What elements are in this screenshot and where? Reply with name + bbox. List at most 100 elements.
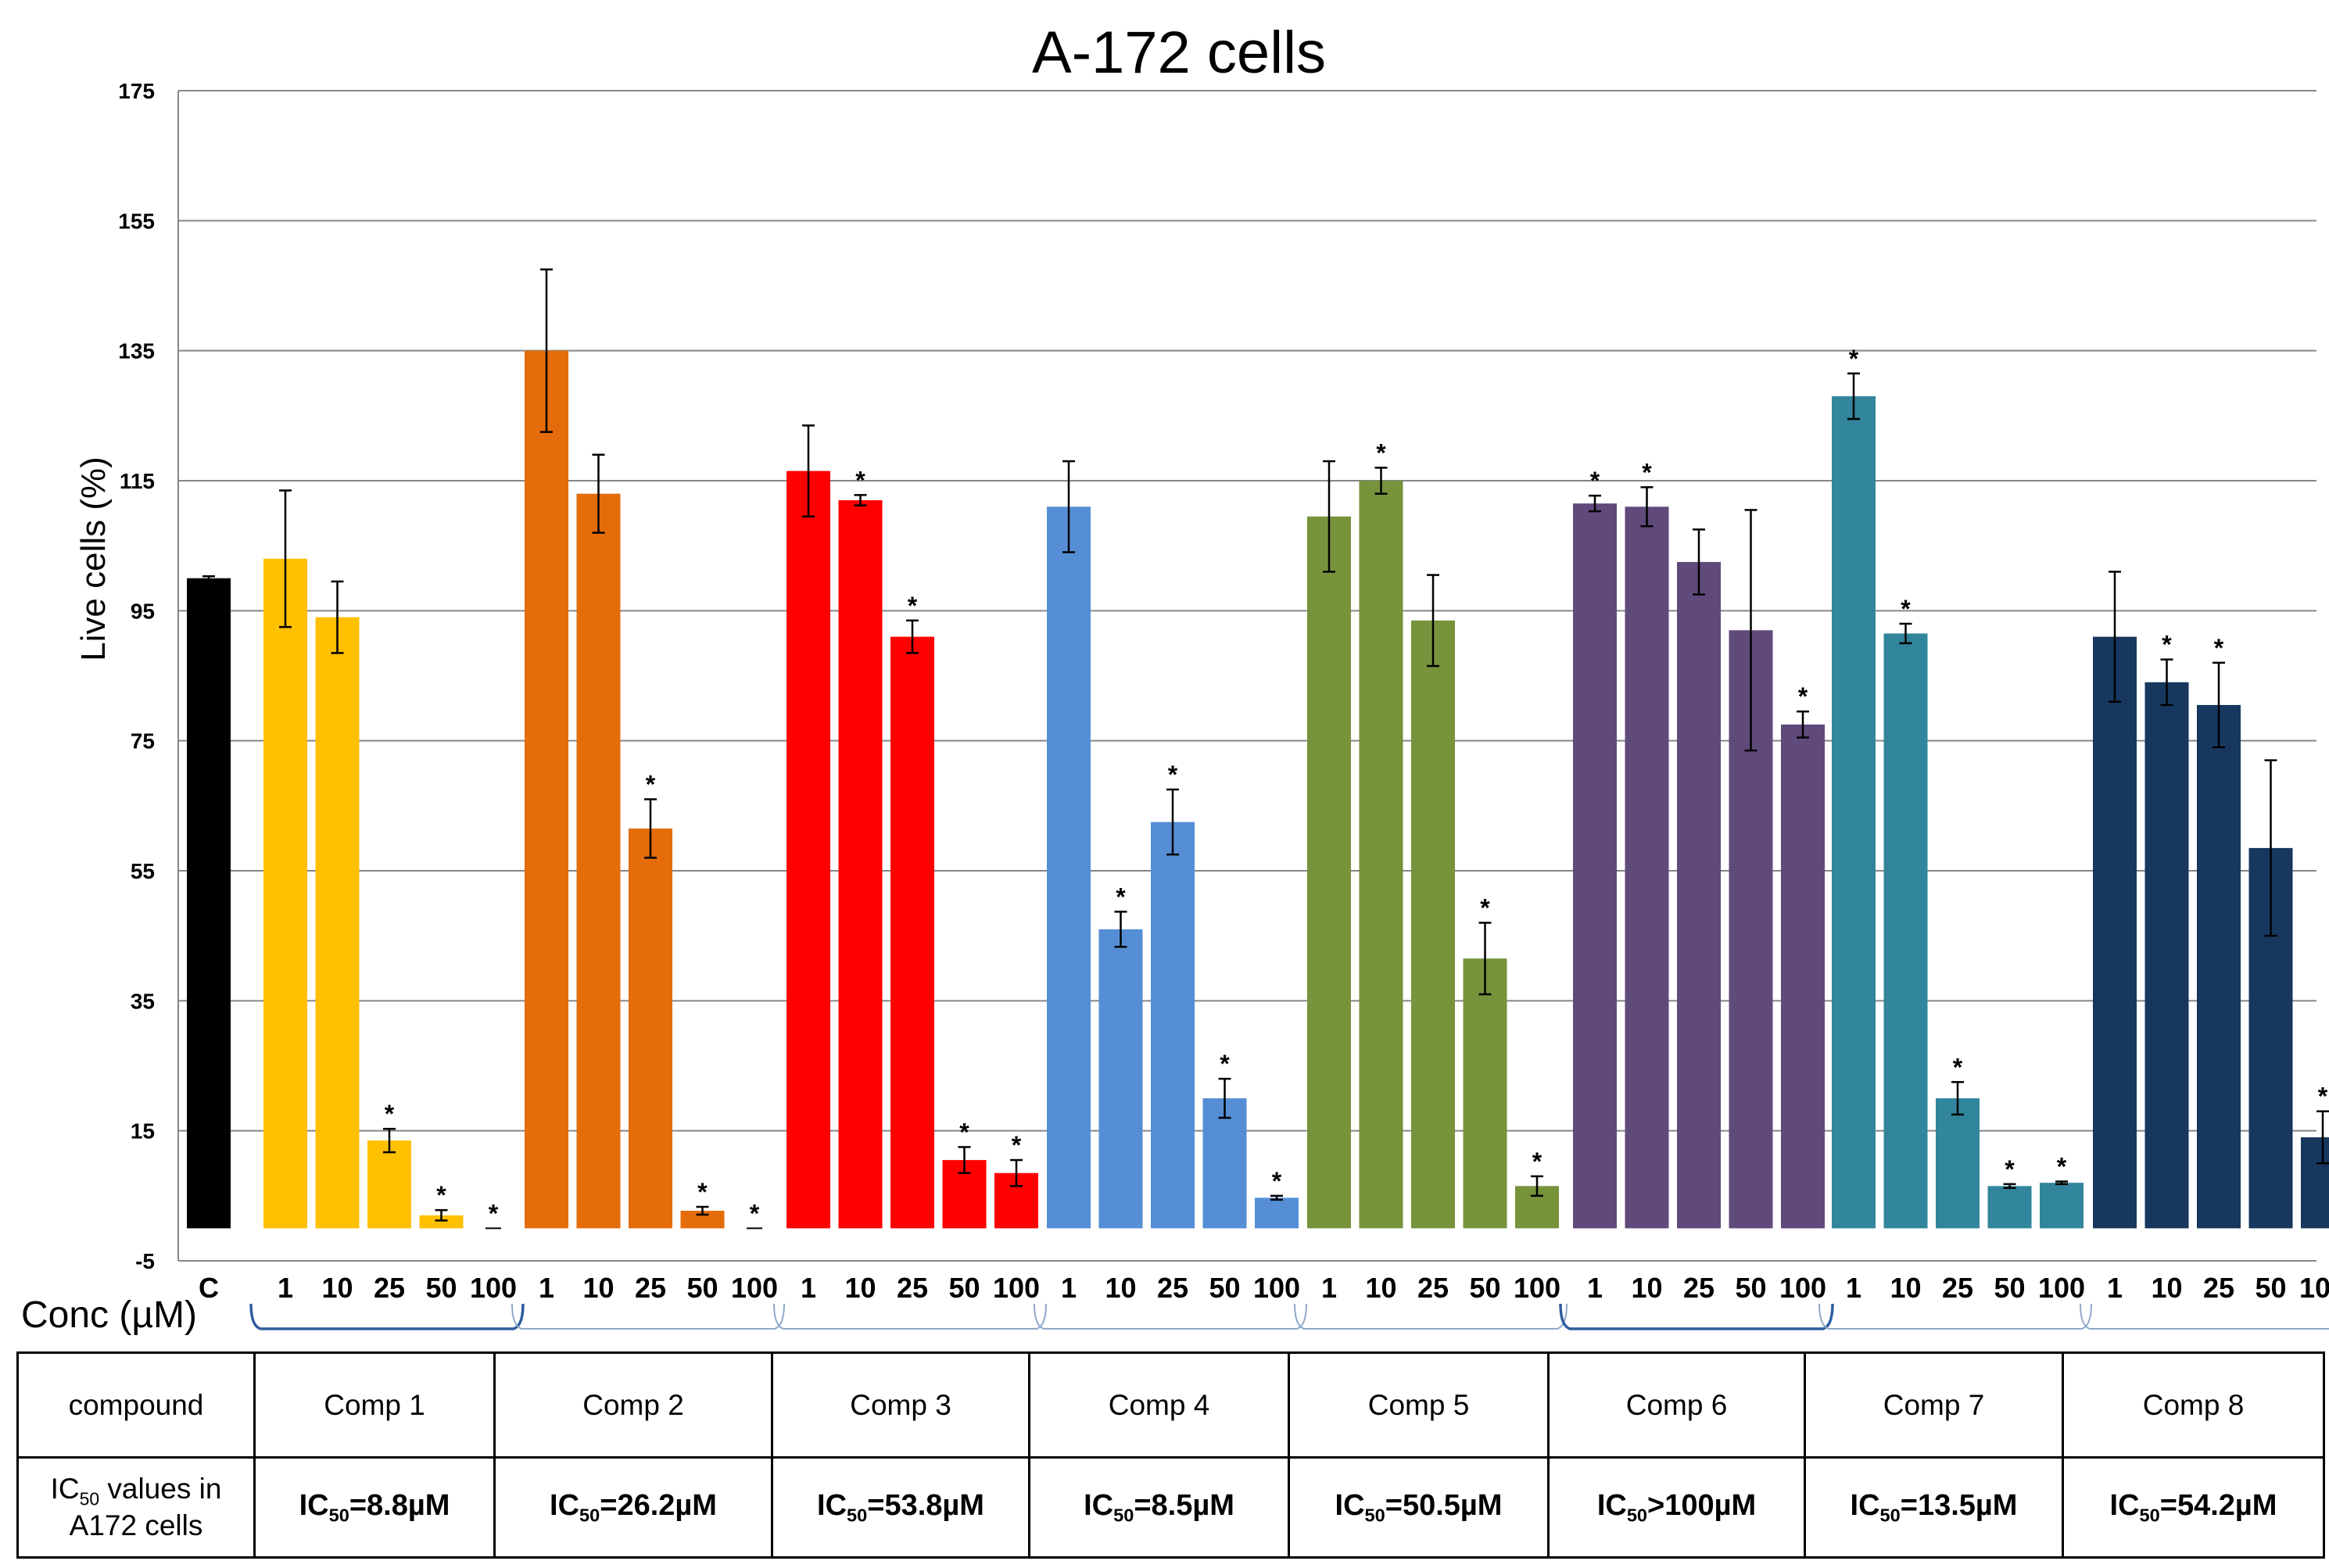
significance-star: * bbox=[1376, 439, 1386, 467]
compound-name-cell: Comp 8 bbox=[2062, 1351, 2325, 1459]
x-tick-label: 100 bbox=[470, 1272, 517, 1304]
x-tick-label: 1 bbox=[1321, 1272, 1337, 1304]
x-tick-label: 1 bbox=[278, 1272, 293, 1304]
x-tick-label: 1 bbox=[1587, 1272, 1603, 1304]
y-tick-labels: -5 15 35 55 75 95 115 135 155 175 bbox=[118, 79, 155, 1273]
x-tick-label: 50 bbox=[2255, 1272, 2286, 1304]
significance-star: * bbox=[1116, 882, 1126, 911]
x-tick-label: 10 bbox=[1105, 1272, 1136, 1304]
significance-markers: * * * * * * * * * * * * * * * * * * * * * * * * * * * * bbox=[385, 345, 2328, 1228]
x-tick-label-control: C bbox=[199, 1272, 219, 1304]
group-brace bbox=[2080, 1303, 2329, 1330]
bar bbox=[2301, 1137, 2329, 1229]
significance-star: * bbox=[855, 466, 865, 494]
bar bbox=[2040, 1183, 2084, 1229]
bar bbox=[1625, 507, 1669, 1229]
x-tick-label: 100 bbox=[993, 1272, 1040, 1304]
y-tick-label: 15 bbox=[131, 1119, 155, 1144]
ic50-value-cell: IC50>100µM bbox=[1547, 1456, 1806, 1559]
x-tick-label: 100 bbox=[2038, 1272, 2085, 1304]
x-tick-label: 1 bbox=[539, 1272, 554, 1304]
x-tick-label: 10 bbox=[321, 1272, 353, 1304]
y-tick-label: 155 bbox=[118, 209, 155, 233]
group-brace bbox=[1818, 1303, 2092, 1330]
x-tick-label: 10 bbox=[582, 1272, 614, 1304]
x-tick-label: 10 bbox=[844, 1272, 876, 1304]
significance-star: * bbox=[1590, 467, 1600, 495]
significance-star: * bbox=[697, 1178, 708, 1206]
compound-header-cell: compound bbox=[16, 1351, 256, 1459]
compound-name-cell: Comp 3 bbox=[771, 1351, 1030, 1459]
ic50-value-cell: IC50=53.8µM bbox=[771, 1456, 1030, 1559]
group-brace bbox=[1559, 1303, 1834, 1330]
bars bbox=[187, 350, 2329, 1230]
group-brace bbox=[1034, 1303, 1307, 1330]
x-tick-label: 100 bbox=[1514, 1272, 1560, 1304]
x-tick-label: 100 bbox=[731, 1272, 778, 1304]
x-tick-labels: C 1 10 25 50 100 1 10 25 50 100 1 10 25 50 100 1 10 25 50 10… bbox=[199, 1272, 2329, 1304]
group-braces bbox=[249, 1303, 2329, 1330]
x-tick-label: 25 bbox=[1157, 1272, 1188, 1304]
x-tick-label: 1 bbox=[1846, 1272, 1861, 1304]
significance-star: * bbox=[2162, 631, 2172, 659]
x-tick-label: 10 bbox=[1365, 1272, 1396, 1304]
significance-star: * bbox=[1953, 1053, 1963, 1081]
x-tick-label: 100 bbox=[1253, 1272, 1300, 1304]
bar bbox=[1047, 507, 1091, 1229]
x-tick-label: 50 bbox=[1469, 1272, 1500, 1304]
compound-name-cell: Comp 2 bbox=[493, 1351, 773, 1459]
bar bbox=[1463, 958, 1507, 1229]
significance-star: * bbox=[2057, 1153, 2067, 1181]
group-brace bbox=[511, 1303, 785, 1330]
significance-star: * bbox=[1532, 1147, 1543, 1176]
chart-title: A-172 cells bbox=[1032, 20, 1326, 86]
compound-name-cell: Comp 6 bbox=[1547, 1351, 1806, 1459]
bar bbox=[315, 617, 360, 1229]
bar bbox=[419, 1215, 464, 1229]
ic50-value-cell: IC50=26.2µM bbox=[493, 1456, 773, 1559]
x-tick-label: 50 bbox=[425, 1272, 457, 1304]
x-tick-label: 25 bbox=[374, 1272, 405, 1304]
error-bars bbox=[202, 268, 2329, 1222]
x-tick-label: 1 bbox=[2107, 1272, 2123, 1304]
significance-star: * bbox=[1798, 682, 1808, 711]
y-axis-label: Live cells (%) bbox=[74, 456, 113, 661]
significance-star: * bbox=[1012, 1131, 1022, 1159]
ic50-value-cell: IC50=13.5µM bbox=[1804, 1456, 2064, 1559]
x-tick-label: 10 bbox=[1631, 1272, 1662, 1304]
x-tick-label: 25 bbox=[897, 1272, 928, 1304]
bar bbox=[1781, 724, 1825, 1229]
significance-star: * bbox=[959, 1118, 969, 1146]
bar bbox=[367, 1140, 411, 1229]
significance-star: * bbox=[489, 1199, 499, 1227]
significance-star: * bbox=[2005, 1155, 2015, 1183]
x-tick-label: 1 bbox=[801, 1272, 816, 1304]
y-tick-label: 95 bbox=[131, 599, 155, 623]
significance-star: * bbox=[1480, 894, 1490, 922]
significance-star: * bbox=[1272, 1167, 1282, 1195]
y-tick-label: 55 bbox=[131, 859, 155, 883]
group-brace bbox=[773, 1303, 1047, 1330]
y-tick-label: 135 bbox=[118, 339, 155, 363]
significance-star: * bbox=[385, 1100, 395, 1128]
compound-name-cell: Comp 1 bbox=[253, 1351, 496, 1459]
x-tick-label: 25 bbox=[635, 1272, 666, 1304]
ic50-value-cell: IC50=8.8µM bbox=[253, 1456, 496, 1559]
significance-star: * bbox=[750, 1199, 760, 1227]
ic50-header-cell: IC50 values in A172 cells bbox=[16, 1456, 256, 1559]
significance-star: * bbox=[2318, 1083, 2328, 1111]
bar bbox=[838, 499, 883, 1229]
ic50-table: compound Comp 1 Comp 2 Comp 3 Comp 4 Com… bbox=[16, 1351, 2325, 1559]
x-tick-label: 1 bbox=[1061, 1272, 1077, 1304]
ic50-row: IC50 values in A172 cells IC50=8.8µM IC5… bbox=[16, 1456, 2325, 1559]
y-tick-label: 35 bbox=[131, 989, 155, 1013]
bar bbox=[1359, 481, 1403, 1229]
x-tick-label: 50 bbox=[686, 1272, 718, 1304]
bar bbox=[1832, 396, 1876, 1229]
bar bbox=[890, 636, 934, 1229]
bar bbox=[2093, 636, 2137, 1229]
x-tick-label: 50 bbox=[1209, 1272, 1240, 1304]
compound-name-cell: Comp 5 bbox=[1288, 1351, 1550, 1459]
compound-name-cell: Comp 4 bbox=[1028, 1351, 1290, 1459]
